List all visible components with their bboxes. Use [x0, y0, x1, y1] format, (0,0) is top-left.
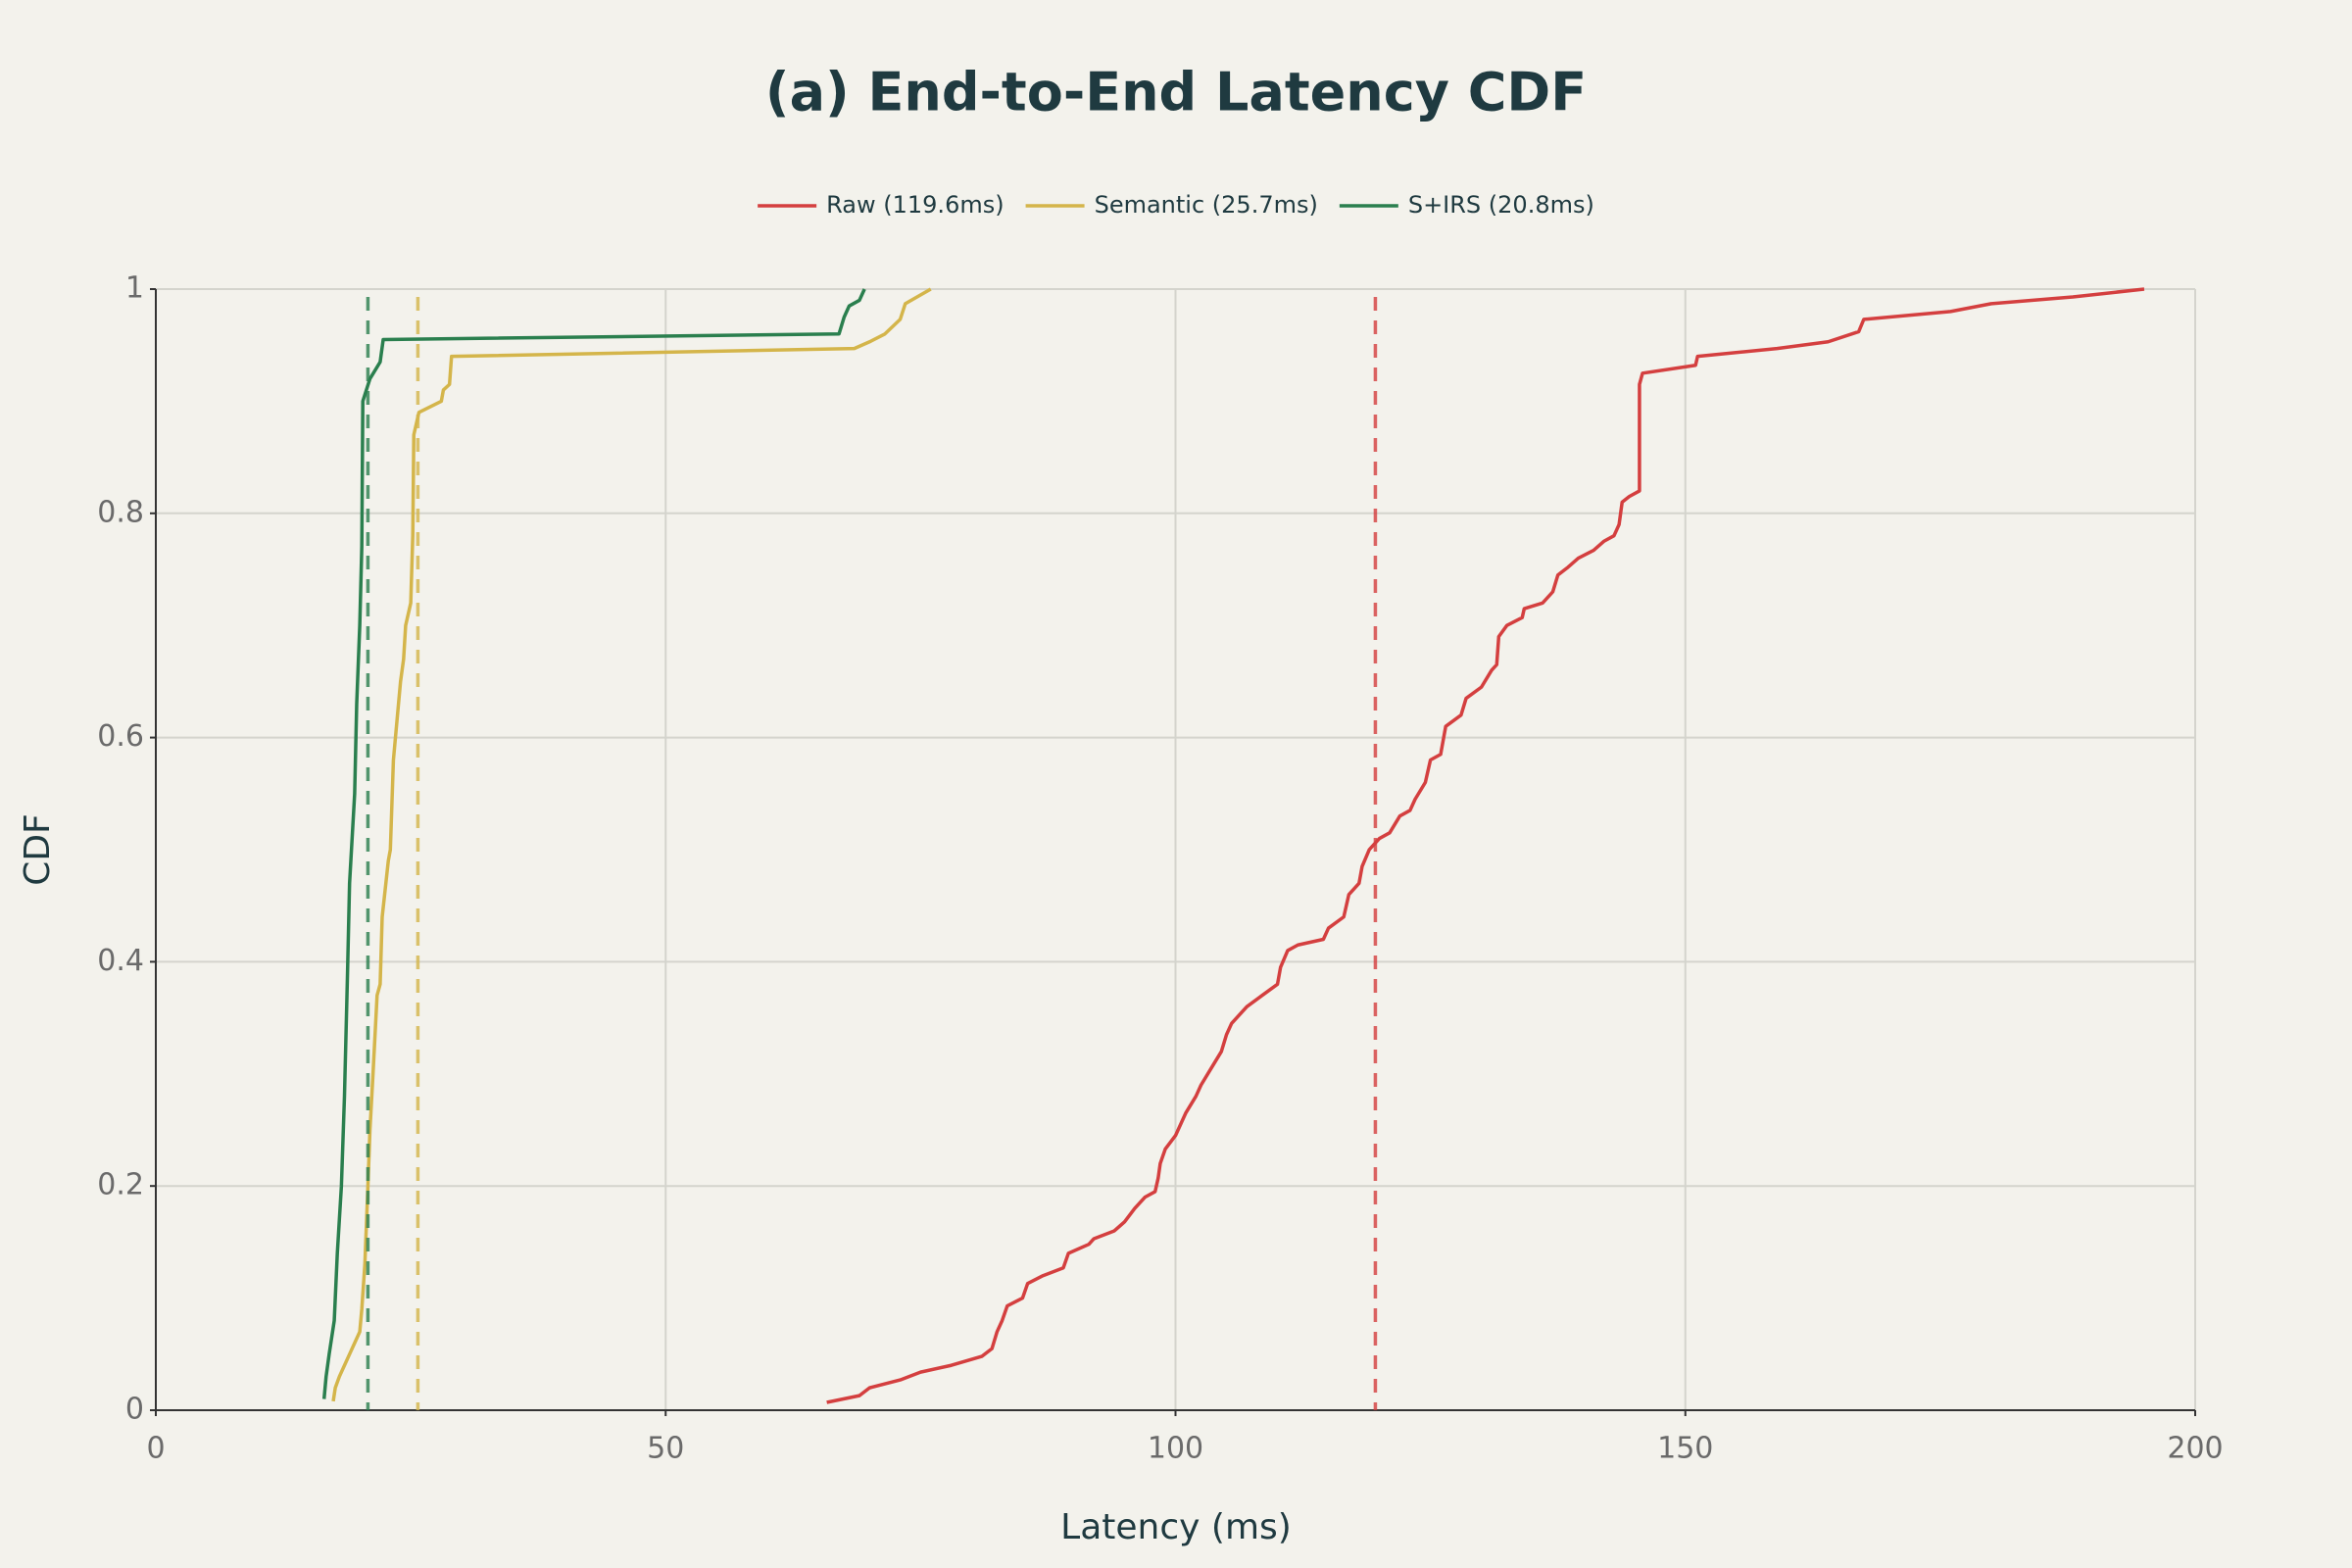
legend-label: Semantic (25.7ms)	[1095, 191, 1318, 219]
chart-title: (a) End-to-End Latency CDF	[765, 62, 1587, 123]
y-tick-label: 0.8	[97, 495, 144, 529]
x-tick-label: 0	[146, 1432, 165, 1466]
y-tick-label: 1	[125, 271, 144, 306]
y-axis-label: CDF	[18, 813, 58, 886]
x-tick-label: 150	[1657, 1432, 1713, 1466]
series-line	[321, 288, 866, 1399]
x-tick-label: 200	[2167, 1432, 2223, 1466]
x-tick-label: 50	[647, 1432, 684, 1466]
y-tick-label: 0.4	[97, 944, 144, 978]
series-line	[826, 287, 2145, 1404]
y-tick-label: 0.2	[97, 1168, 144, 1202]
legend-label: Raw (119.6ms)	[826, 191, 1004, 219]
x-axis-label: Latency (ms)	[1060, 1507, 1292, 1547]
y-tick-label: 0	[125, 1393, 144, 1427]
x-tick-label: 100	[1148, 1432, 1203, 1466]
y-tick-label: 0.6	[97, 719, 144, 754]
legend-label: S+IRS (20.8ms)	[1408, 191, 1594, 219]
legend: Raw (119.6ms) Semantic (25.7ms) S+IRS (20.…	[758, 191, 1594, 219]
series-line	[331, 287, 932, 1402]
